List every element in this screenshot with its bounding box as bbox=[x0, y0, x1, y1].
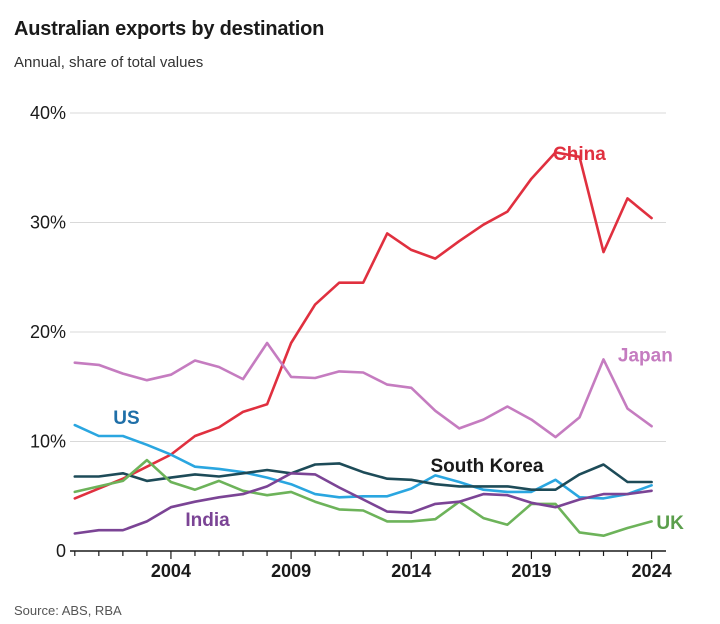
y-tick-label: 10% bbox=[30, 432, 66, 452]
x-tick-label: 2004 bbox=[151, 561, 191, 581]
y-tick-label: 20% bbox=[30, 322, 66, 342]
axes: 0 10% 20% 30% 40% 2004 2009 2014 2019 2024 bbox=[30, 103, 672, 581]
series-line-us bbox=[73, 423, 653, 500]
y-tick-label: 40% bbox=[30, 103, 66, 123]
series-label-india: India bbox=[185, 510, 230, 531]
series-label-south-korea: South Korea bbox=[430, 456, 543, 477]
x-tick-label: 2009 bbox=[271, 561, 311, 581]
x-tick-label: 2014 bbox=[391, 561, 431, 581]
x-tick-label: 2024 bbox=[632, 561, 672, 581]
series-label-uk: UK bbox=[656, 513, 684, 534]
chart-title: Australian exports by destination bbox=[14, 18, 325, 40]
series-label-japan: Japan bbox=[618, 346, 673, 367]
chart-subtitle: Annual, share of total values bbox=[14, 54, 204, 71]
series-label-us: US bbox=[113, 408, 139, 429]
series-line-uk bbox=[73, 458, 653, 537]
x-tick-label: 2019 bbox=[511, 561, 551, 581]
series-line-south-korea bbox=[73, 462, 653, 491]
series-label-china: China bbox=[553, 144, 606, 165]
series-labels: China Japan US South Korea UK India bbox=[113, 144, 684, 534]
y-tick-label: 30% bbox=[30, 213, 66, 233]
series-line-japan bbox=[73, 341, 653, 439]
y-tick-label: 0 bbox=[56, 541, 66, 561]
source-note: Source: ABS, RBA bbox=[14, 603, 122, 618]
series-line-china bbox=[73, 151, 653, 500]
series-lines bbox=[73, 151, 653, 537]
gridlines bbox=[70, 112, 666, 442]
series-line-india bbox=[73, 472, 653, 535]
